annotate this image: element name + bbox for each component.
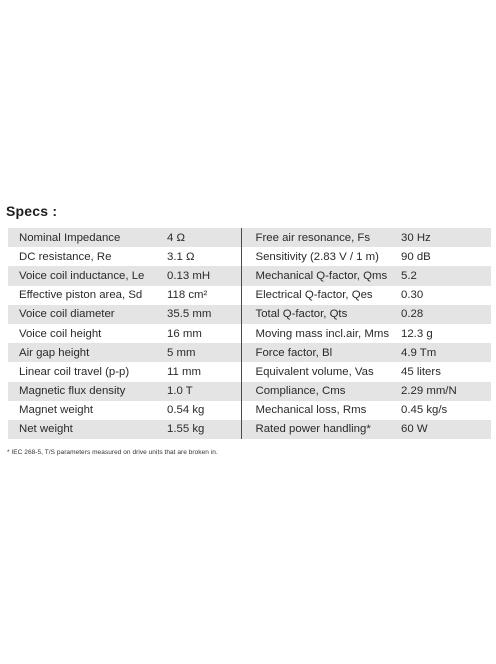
spec-label: Electrical Q-factor, Qes (240, 285, 400, 305)
spec-value: 35.5 mm (166, 304, 241, 324)
spec-label: Sensitivity (2.83 V / 1 m) (240, 247, 400, 267)
spec-value: 4.9 Tm (400, 343, 491, 363)
spec-label: Linear coil travel (p-p) (19, 365, 130, 378)
spec-label: Rated power handling* (240, 419, 400, 440)
spec-label: Air gap height (8, 343, 166, 363)
spec-value: 0.28 (400, 304, 491, 324)
table-row: Net weight 1.55 kg Rated power handling*… (8, 419, 491, 440)
spec-label: Voice coil diameter (8, 304, 166, 324)
table-row: Voice coil height 16 mm Moving mass incl… (8, 323, 491, 344)
spec-value: 5 mm (166, 343, 241, 363)
spec-value: 0.13 mH (166, 266, 241, 286)
spec-value: 4 Ω (166, 228, 241, 248)
spec-label: Voice coil height (19, 327, 102, 340)
spec-value: 3.1 Ω (167, 250, 195, 263)
spec-label: Force factor, Bl (240, 343, 400, 363)
spec-label: Voice coil inductance, Le (8, 266, 166, 286)
table-row: Voice coil diameter 35.5 mm Total Q-fact… (8, 304, 491, 324)
spec-value: 90 dB (401, 250, 431, 263)
spec-label: Mechanical loss, Rms (240, 400, 400, 420)
specs-heading: Specs : (6, 203, 58, 219)
spec-value: 60 W (400, 419, 491, 440)
spec-label: Effective piston area, Sd (19, 289, 143, 302)
spec-value: 118 cm² (167, 289, 208, 302)
table-row: Magnetic flux density 1.0 T Compliance, … (8, 381, 491, 401)
table-row: Voice coil inductance, Le 0.13 mH Mechan… (8, 266, 491, 286)
spec-label: Moving mass incl.air, Mms (240, 323, 400, 344)
spec-value: 5.2 (400, 266, 491, 286)
spec-label: Nominal Impedance (8, 228, 166, 248)
spec-label: Magnet weight (19, 404, 94, 417)
spec-value: 1.55 kg (166, 419, 241, 440)
spec-value: 1.0 T (166, 381, 241, 401)
table-row: Magnet weight 0.54 kg Mechanical loss, R… (8, 400, 491, 420)
spec-label: Mechanical Q-factor, Qms (240, 266, 400, 286)
spec-label: Free air resonance, Fs (240, 228, 400, 248)
spec-value: 0.45 kg/s (401, 404, 448, 417)
spec-value: 11 mm (167, 365, 201, 378)
spec-value: 45 liters (401, 365, 441, 378)
table-row: Linear coil travel (p-p) 11 mm Equivalen… (8, 362, 491, 382)
spec-value: 12.3 g (401, 327, 433, 340)
spec-label: Total Q-factor, Qts (240, 304, 400, 324)
spec-value: 16 mm (167, 327, 202, 340)
spec-label: Compliance, Cms (240, 381, 400, 401)
spec-value: 30 Hz (400, 228, 491, 248)
spec-value: 2.29 mm/N (400, 381, 491, 401)
spec-label: Equivalent volume, Vas (240, 362, 400, 382)
table-row: Nominal Impedance 4 Ω Free air resonance… (8, 228, 491, 248)
spec-value: 0.54 kg (167, 404, 205, 417)
footnote: * IEC 268-5, T/S parameters measured on … (7, 449, 218, 456)
table-row: Effective piston area, Sd 118 cm² Electr… (8, 285, 491, 305)
table-row: Air gap height 5 mm Force factor, Bl 4.9… (8, 343, 491, 363)
spec-label: Magnetic flux density (8, 381, 166, 401)
specs-table: Nominal Impedance 4 Ω Free air resonance… (8, 228, 491, 440)
spec-label: Net weight (8, 419, 166, 440)
table-row: DC resistance, Re 3.1 Ω Sensitivity (2.8… (8, 247, 491, 267)
spec-label: DC resistance, Re (19, 250, 112, 263)
spec-value: 0.30 (401, 289, 424, 302)
